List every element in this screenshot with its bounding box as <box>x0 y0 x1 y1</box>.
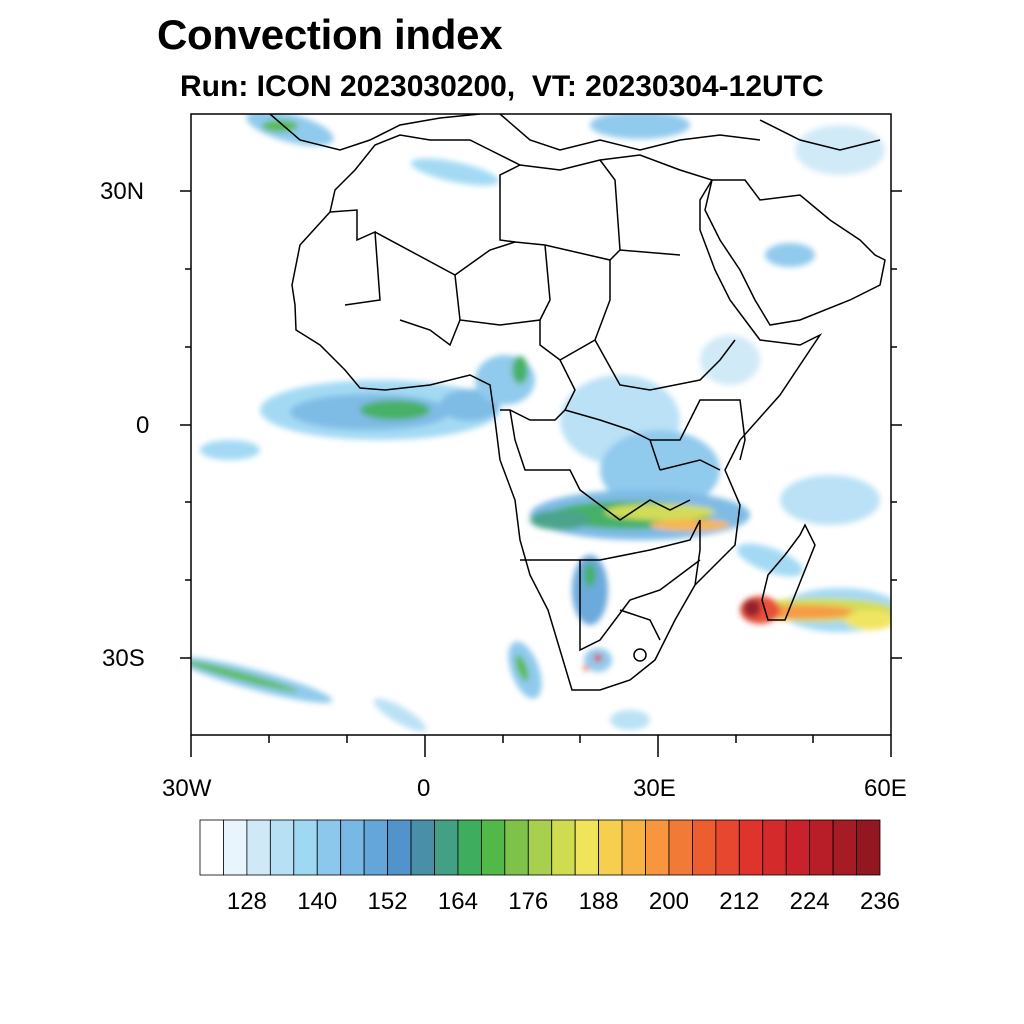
lat-label-0: 0 <box>136 412 150 439</box>
colorbar-tick-label: 188 <box>578 888 619 915</box>
colorbar-swatch <box>785 819 811 876</box>
colorbar-swatch <box>293 819 318 876</box>
colorbar-swatch <box>832 819 857 876</box>
colorbar-swatch <box>223 819 248 876</box>
lon-label-30w: 30W <box>162 775 212 802</box>
colorbar-tick-label: 176 <box>508 888 549 915</box>
convection-field <box>191 114 891 732</box>
colorbar-swatch <box>692 819 717 876</box>
colorbar-tick-label: 212 <box>719 888 760 915</box>
chart-title: Convection index <box>157 11 503 58</box>
colorbar-tick-label: 164 <box>437 888 478 915</box>
colorbar-tick-label: 224 <box>789 888 830 915</box>
colorbar-swatch <box>551 819 576 876</box>
colorbar-tick-label: 140 <box>297 888 338 915</box>
colorbar-tick-label: 152 <box>367 888 408 915</box>
lat-label-30s: 30S <box>102 645 145 672</box>
colorbar-swatch <box>316 819 342 876</box>
chart-subtitle: Run: ICON 2023030200, VT: 20230304-12UTC <box>180 70 824 103</box>
coastlines <box>269 114 886 691</box>
colorbar-tick-label: 236 <box>859 888 901 915</box>
colorbar-swatch <box>645 819 670 876</box>
colorbar-swatch <box>598 819 623 876</box>
colorbar-swatch <box>410 819 435 876</box>
colorbar-swatch <box>762 819 787 876</box>
colorbar-swatch <box>856 819 881 876</box>
lon-label-0: 0 <box>417 775 431 802</box>
lat-label-30n: 30N <box>100 178 145 205</box>
colorbar-swatch <box>340 819 365 876</box>
colorbar-swatch <box>246 819 271 876</box>
lon-label-60e: 60E <box>864 775 907 802</box>
colorbar-swatch <box>363 819 388 876</box>
colorbar-swatch <box>504 819 529 876</box>
colorbar-swatch <box>738 819 764 876</box>
colorbar-swatch <box>434 819 459 876</box>
colorbar-swatch <box>199 819 224 876</box>
map-frame <box>180 113 902 757</box>
lon-label-30e: 30E <box>633 775 676 802</box>
colorbar-swatch <box>809 819 834 876</box>
colorbar-tick-label: 200 <box>648 888 689 915</box>
colorbar-swatch <box>574 819 600 876</box>
colorbar-swatch <box>715 819 740 876</box>
colorbar-swatch <box>668 819 693 876</box>
colorbar <box>199 819 881 876</box>
colorbar-swatch <box>387 819 412 876</box>
colorbar-swatch <box>269 819 295 876</box>
colorbar-swatch <box>480 819 506 876</box>
colorbar-swatch <box>527 819 553 876</box>
colorbar-swatch <box>621 819 646 876</box>
colorbar-tick-label: 128 <box>226 888 267 915</box>
colorbar-swatch <box>457 819 482 876</box>
